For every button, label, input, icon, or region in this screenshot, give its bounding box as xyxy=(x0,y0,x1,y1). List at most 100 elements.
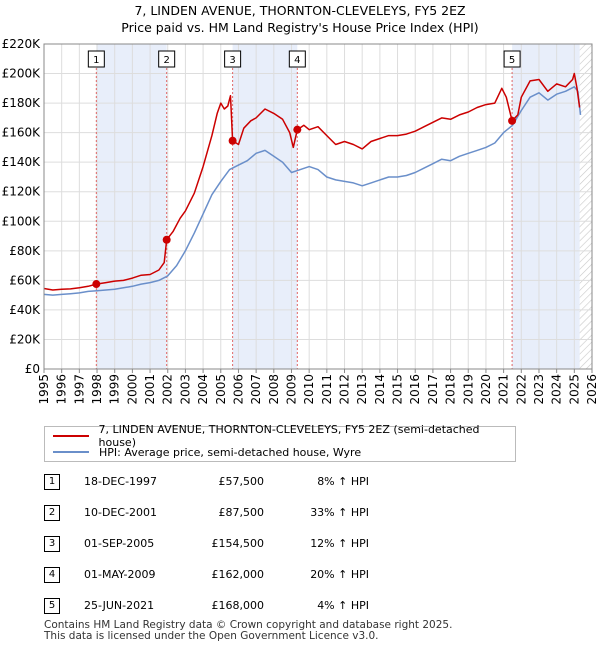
legend-item-property: 7, LINDEN AVENUE, THORNTON-CLEVELEYS, FY… xyxy=(53,423,515,449)
y-tick-label: £60K xyxy=(9,273,41,287)
sale-number-badge: 3 xyxy=(44,536,60,552)
x-tick-label: 2017 xyxy=(426,374,440,405)
sale-date: 01-SEP-2005 xyxy=(84,537,155,550)
y-tick-label: £200K xyxy=(2,67,42,81)
x-tick-label: 2007 xyxy=(249,374,263,405)
x-tick-label: 2025 xyxy=(567,374,581,405)
sale-marker-label: 1 xyxy=(93,55,99,66)
chart-title: 7, LINDEN AVENUE, THORNTON-CLEVELEYS, FY… xyxy=(0,2,600,36)
x-tick-label: 2026 xyxy=(585,374,599,405)
sale-point xyxy=(508,116,517,125)
sale-hpi-change: 20% ↑ HPI xyxy=(310,568,369,581)
sale-marker-box xyxy=(224,50,242,68)
y-tick-label: £100K xyxy=(2,214,42,228)
legend-property-label: 7, LINDEN AVENUE, THORNTON-CLEVELEYS, FY… xyxy=(98,423,480,449)
sale-row: 3 01-SEP-2005 £154,500 12% ↑ HPI xyxy=(44,536,444,554)
y-tick-label: £20K xyxy=(9,332,41,346)
x-tick-label: 2014 xyxy=(373,374,387,405)
y-tick-label: £80K xyxy=(9,244,41,258)
y-tick-label: £140K xyxy=(2,155,42,169)
y-tick-label: £120K xyxy=(2,185,42,199)
x-tick-label: 1995 xyxy=(37,374,51,405)
sale-row: 5 25-JUN-2021 £168,000 4% ↑ HPI xyxy=(44,598,444,616)
legend-red-line xyxy=(53,435,89,437)
x-tick-label: 2010 xyxy=(302,374,316,405)
x-tick-label: 1998 xyxy=(90,374,104,405)
sale-marker-box xyxy=(503,50,521,68)
sale-hpi-change: 4% ↑ HPI xyxy=(317,599,369,612)
x-tick-label: 2018 xyxy=(444,374,458,405)
forecast-hatch xyxy=(579,44,592,369)
sale-marker-label: 5 xyxy=(509,55,515,66)
sale-date: 25-JUN-2021 xyxy=(84,599,155,612)
x-tick-label: 2013 xyxy=(355,374,369,405)
x-tick-label: 2019 xyxy=(461,374,475,405)
sale-hpi-change: 8% ↑ HPI xyxy=(317,475,369,488)
sale-row: 4 01-MAY-2009 £162,000 20% ↑ HPI xyxy=(44,567,444,585)
sale-marker-box xyxy=(87,50,105,68)
x-tick-label: 1996 xyxy=(55,374,69,405)
x-tick-label: 2011 xyxy=(320,374,334,405)
sale-row: 1 18-DEC-1997 £57,500 8% ↑ HPI xyxy=(44,474,444,492)
price-chart: 1 2 3 4 5 £0 £20K £40K £60K £80K £100K £120K £140K £… xyxy=(2,37,599,405)
ownership-period-shade xyxy=(232,44,298,369)
sale-point xyxy=(162,235,171,244)
x-tick-label: 2005 xyxy=(214,374,228,405)
sale-number-badge: 2 xyxy=(44,505,60,521)
plot-frame xyxy=(43,43,593,370)
x-tick-label: 2021 xyxy=(497,374,511,405)
title-line-1: 7, LINDEN AVENUE, THORNTON-CLEVELEYS, FY… xyxy=(134,3,466,18)
y-tick-label: £40K xyxy=(9,303,41,317)
x-tick-label: 2001 xyxy=(143,374,157,405)
sale-number-badge: 4 xyxy=(44,567,60,583)
title-line-2: Price paid vs. HM Land Registry's House … xyxy=(121,20,479,35)
sale-price: £87,500 xyxy=(218,506,265,519)
legend-hpi-label: HPI: Average price, semi-detached house,… xyxy=(99,445,362,459)
sale-point xyxy=(293,125,302,134)
sale-date: 10-DEC-2001 xyxy=(84,506,158,519)
x-tick-label: 2012 xyxy=(338,374,352,405)
sale-price: £57,500 xyxy=(218,475,265,488)
chart-legend: 7, LINDEN AVENUE, THORNTON-CLEVELEYS, FY… xyxy=(44,423,516,462)
sale-marker-label: 3 xyxy=(229,55,235,66)
legend-blue-line xyxy=(53,451,89,453)
y-tick-label: £220K xyxy=(2,37,42,51)
y-tick-label: £180K xyxy=(2,96,42,110)
sale-marker-label: 4 xyxy=(294,55,300,66)
sale-marker-box xyxy=(158,50,176,68)
x-tick-label: 2015 xyxy=(391,374,405,405)
x-tick-label: 1999 xyxy=(108,374,122,405)
footer-copyright: Contains HM Land Registry data © Crown c… xyxy=(44,619,453,631)
x-tick-label: 2002 xyxy=(161,374,175,405)
x-tick-label: 2008 xyxy=(267,374,281,405)
x-tick-label: 2006 xyxy=(231,374,245,405)
x-tick-label: 2020 xyxy=(479,374,493,405)
x-tick-label: 2004 xyxy=(196,374,210,405)
ownership-period-shade xyxy=(96,44,167,369)
sale-price: £168,000 xyxy=(211,599,265,612)
y-tick-label: £160K xyxy=(2,126,42,140)
sale-date: 18-DEC-1997 xyxy=(84,475,158,488)
sale-point xyxy=(228,136,237,145)
x-tick-label: 2022 xyxy=(514,374,528,405)
footer-licence: This data is licensed under the Open Gov… xyxy=(44,630,379,642)
sale-point xyxy=(92,280,101,289)
sale-price: £162,000 xyxy=(211,568,265,581)
x-tick-label: 2023 xyxy=(532,374,546,405)
y-tick-label: £0 xyxy=(25,362,40,376)
legend-item-hpi: HPI: Average price, semi-detached house,… xyxy=(53,444,361,460)
sale-row: 2 10-DEC-2001 £87,500 33% ↑ HPI xyxy=(44,505,444,523)
sale-hpi-change: 12% ↑ HPI xyxy=(310,537,369,550)
ownership-period-shade xyxy=(512,44,580,369)
sale-number-badge: 5 xyxy=(44,598,60,614)
hpi-series-line xyxy=(43,86,582,296)
x-tick-label: 2009 xyxy=(284,374,298,405)
x-tick-label: 2003 xyxy=(178,374,192,405)
sale-price: £154,500 xyxy=(211,537,265,550)
x-tick-label: 2024 xyxy=(550,374,564,405)
sale-marker-box xyxy=(288,50,306,68)
sale-date: 01-MAY-2009 xyxy=(84,568,156,581)
sale-number-badge: 1 xyxy=(44,474,60,490)
x-tick-label: 2000 xyxy=(125,374,139,405)
footer-attribution: Contains HM Land Registry data © Crown c… xyxy=(44,620,584,642)
